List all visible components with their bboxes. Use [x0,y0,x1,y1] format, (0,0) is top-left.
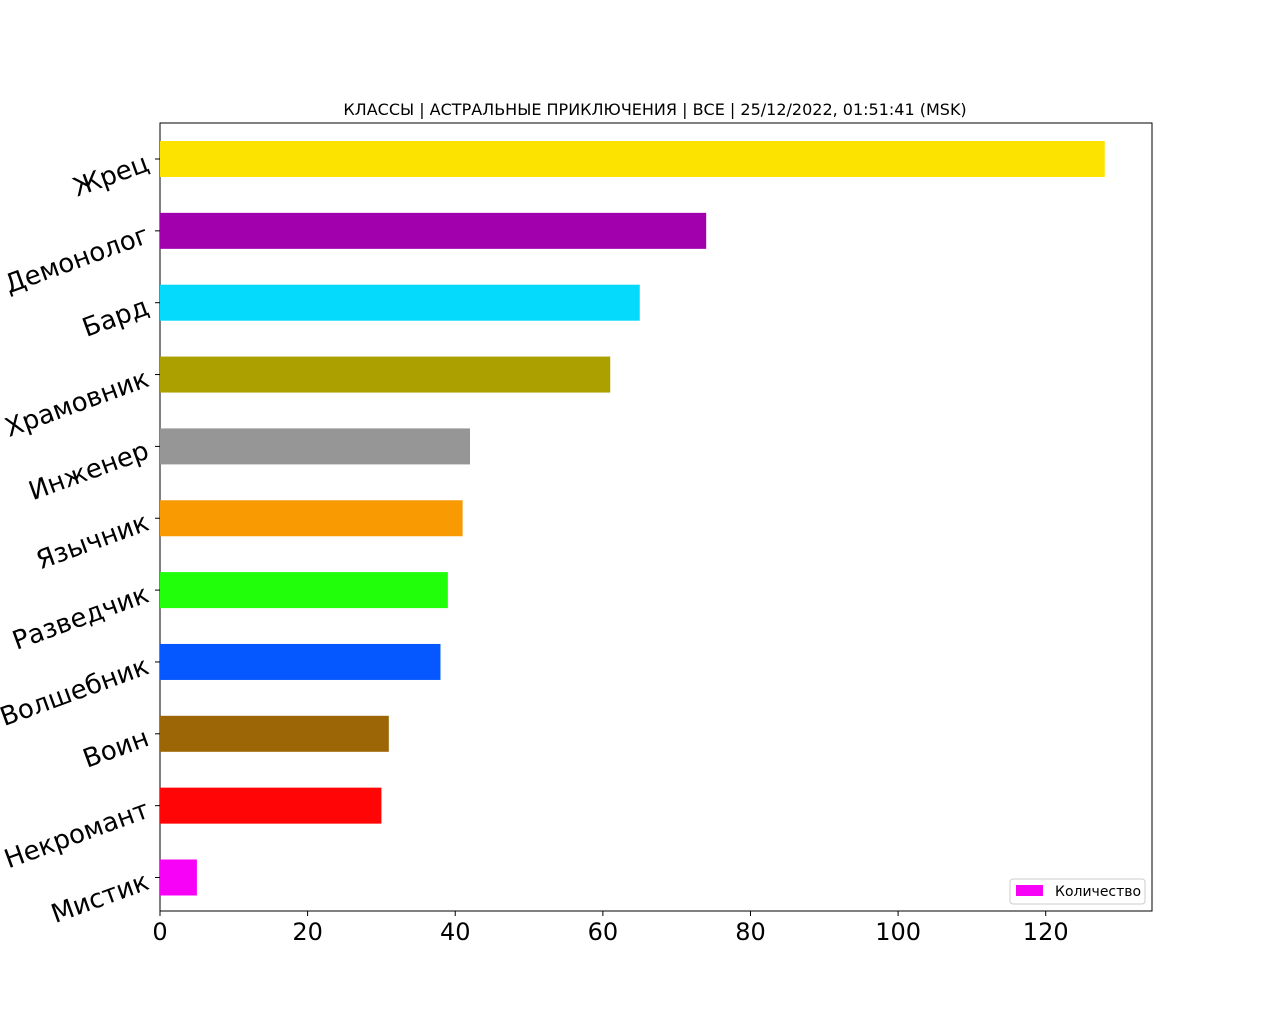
y-tick-label: Инженер [25,436,153,507]
x-tick-label: 100 [875,918,921,946]
chart-title: КЛАССЫ | АСТРАЛЬНЫЕ ПРИКЛЮЧЕНИЯ | ВСЕ | … [343,100,966,119]
y-tick-label: Некромант [0,795,152,875]
legend-swatch [1016,885,1043,896]
x-tick-label: 20 [292,918,323,946]
bar-воин [160,715,389,752]
y-tick-label: Язычник [32,508,153,576]
legend-label: Количество [1055,884,1141,900]
bar-волшебник [160,643,441,680]
bar-жрец [160,141,1105,177]
bar-некромант [160,787,382,824]
x-tick-label: 0 [152,918,167,946]
y-tick-label: Храмовник [1,364,153,444]
y-tick-label: Разведчик [9,580,153,657]
bar-инженер [160,428,470,465]
bar-бард [160,284,640,321]
x-axis: 0 20 40 60 80 100 120 [152,911,1069,946]
bar-храмовник [160,356,611,393]
bar-мистик [160,859,197,896]
x-tick-label: 60 [588,918,619,946]
y-tick-label: Демонолог [1,220,153,300]
x-tick-label: 40 [440,918,471,946]
x-tick-label: 80 [735,918,766,946]
y-tick-label: Волшебник [0,651,153,732]
bars-group [160,141,1105,896]
legend-box [1009,878,1146,905]
legend: Количество [1009,878,1146,905]
bar-язычник [160,500,463,537]
x-tick-label: 120 [1023,918,1069,946]
y-tick-label: Мистик [47,867,153,930]
bar-разведчик [160,572,448,609]
y-tick-label: Воин [79,723,153,774]
y-tick-label: Бард [79,292,153,344]
bar-демонолог [160,212,707,249]
y-tick-label: Жрец [69,148,153,203]
